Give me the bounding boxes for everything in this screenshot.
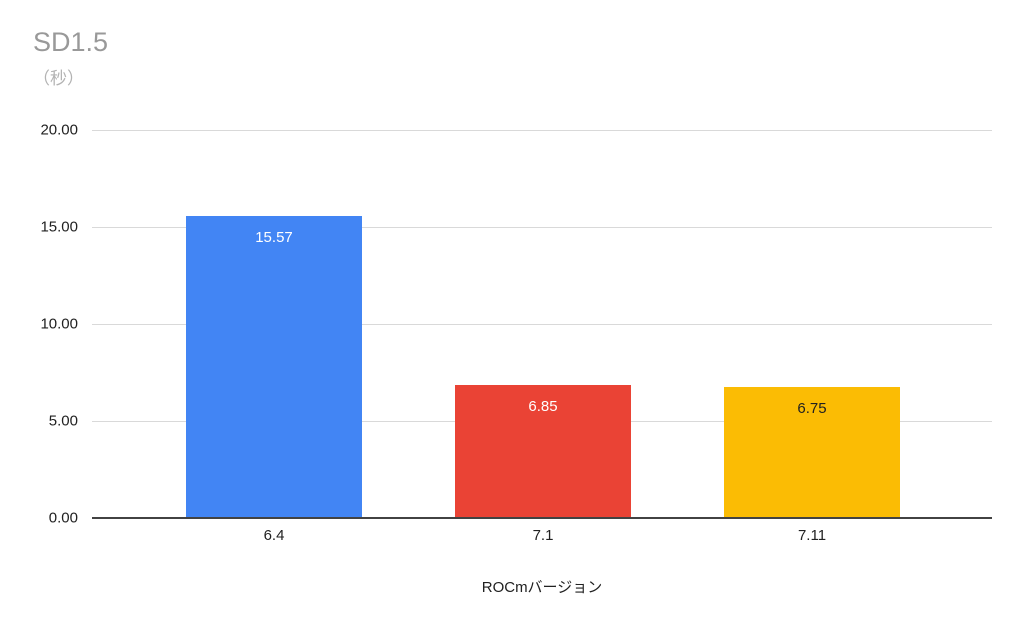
y-tick-label-5: 5.00 [48,412,78,430]
bar-rocm-7-11: 6.75 [724,387,900,518]
bar-value-label-6-4: 15.57 [255,228,293,246]
bar-rocm-7-1: 6.85 [455,385,631,518]
y-tick-label-15: 15.00 [40,218,78,236]
x-tick-label-7-1: 7.1 [532,527,554,544]
x-tick-label-6-4: 6.4 [263,527,285,544]
bar-value-label-7-1: 6.85 [528,398,558,416]
x-axis-tick-labels: 6.4 7.1 7.11 [92,527,992,549]
gridline-15 [92,227,992,228]
x-tick-label-7-11: 7.11 [797,527,827,544]
x-axis-title: ROCmバージョン [481,579,603,596]
y-tick-label-20: 20.00 [40,121,78,139]
x-axis-line [92,517,992,519]
gridline-20 [92,130,992,131]
y-axis-unit-label: （秒） [33,69,84,88]
bar-rocm-6-4: 15.57 [186,215,362,518]
gridline-10 [92,324,992,325]
y-tick-label-10: 10.00 [40,315,78,333]
y-tick-label-0: 0.00 [48,509,78,527]
bar-value-label-7-11: 6.75 [797,400,827,418]
chart-title: SD1.5 [33,27,109,57]
y-axis-tick-labels: 20.00 15.00 10.00 5.00 0.00 [0,122,78,527]
plot-area: 15.57 6.85 6.75 [92,130,992,519]
